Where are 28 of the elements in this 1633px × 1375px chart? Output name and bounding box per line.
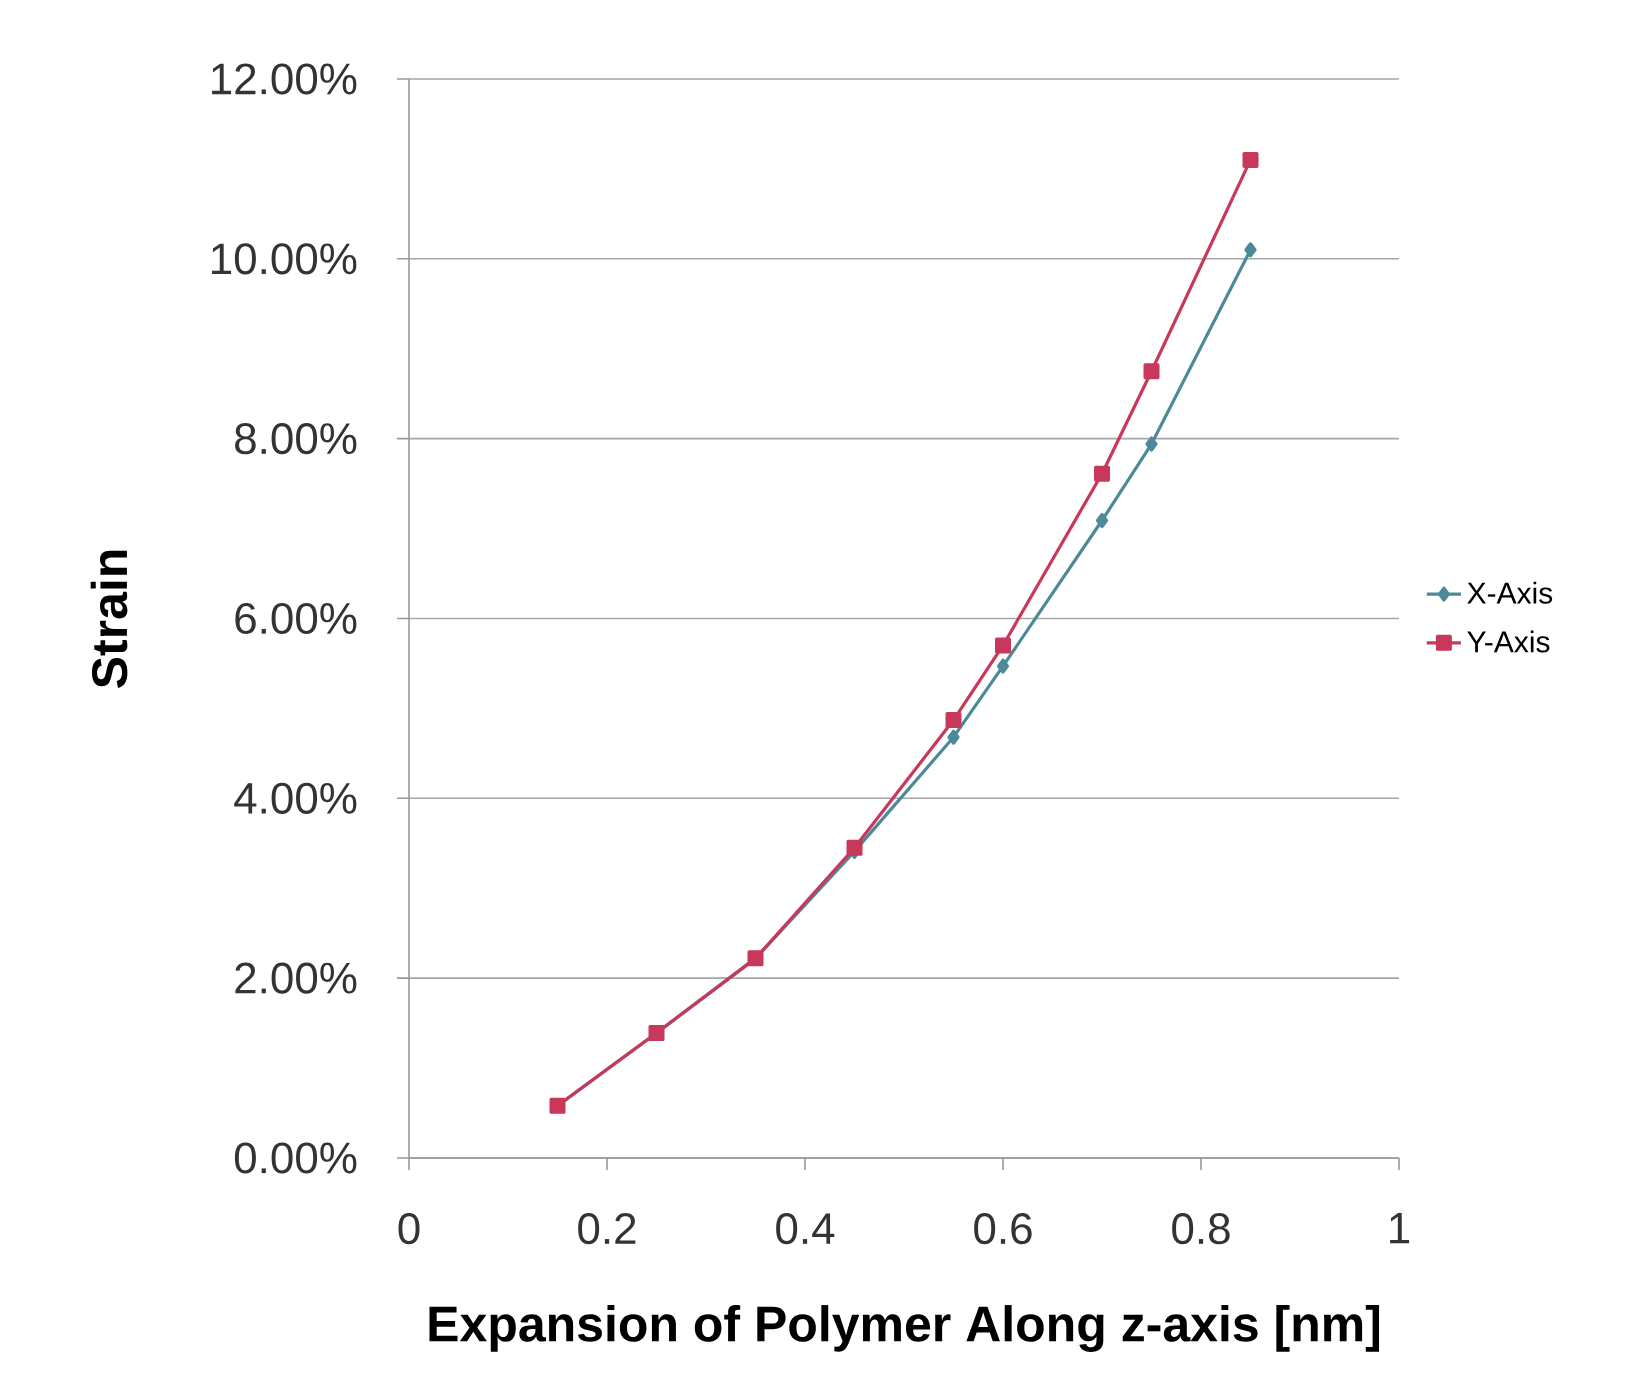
y-tick-label: 0.00% [234,1142,357,1174]
x-tick-label: 1 [1390,1213,1410,1244]
y-tick-label: 6.00% [235,602,357,635]
x-tick-label: 0 [398,1213,420,1245]
point [1095,512,1109,529]
point [1094,465,1110,482]
x-tick-label: 0.4 [776,1213,835,1245]
y-tick-label: 8.00% [235,423,357,455]
point [947,729,960,745]
point [1145,436,1158,452]
y-tick-label: 4.00% [234,782,357,814]
point [995,637,1011,654]
y-tick-label: 12.00% [212,63,357,95]
point [945,712,962,729]
x-tick-label: 0.6 [974,1213,1032,1245]
y-axis-title: Strain [90,550,128,688]
point [1242,151,1259,168]
x-axis-title: Expansion of Polymer Along z-axis [nm] [429,1305,1380,1352]
point [1143,363,1160,380]
y-tick-label: 2.00% [235,962,357,994]
point [996,658,1010,674]
point [846,839,863,856]
x-tick-label: 0.2 [578,1213,636,1245]
x-tick-label: 0.8 [1172,1213,1230,1245]
legend-label: X-Axis [1467,581,1553,604]
point [1244,242,1257,258]
legend-label: Y-Axis [1467,630,1550,653]
y-tick-label: 10.00% [212,243,357,275]
